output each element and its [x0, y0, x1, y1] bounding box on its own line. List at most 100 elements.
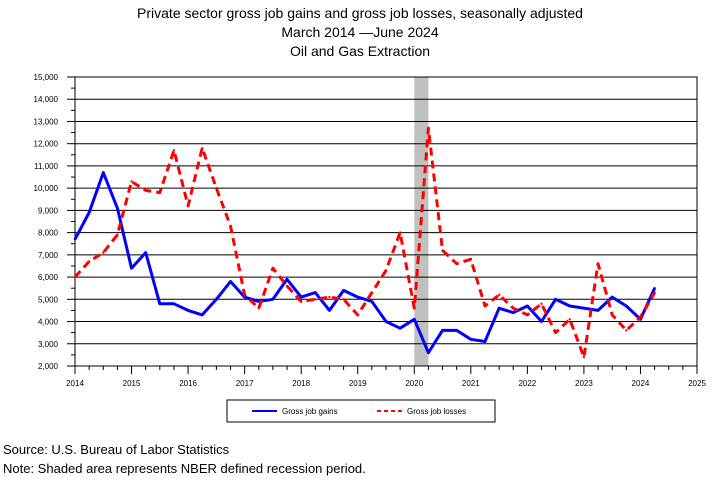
data-point-losses — [102, 251, 105, 254]
data-point-losses — [215, 186, 218, 190]
data-point-gains — [73, 238, 77, 241]
data-point-losses — [342, 298, 345, 301]
data-point-gains — [384, 320, 388, 323]
data-point-losses — [455, 262, 458, 265]
data-point-losses — [427, 126, 430, 130]
series-line-gains — [73, 171, 656, 355]
source-note: Source: U.S. Bureau of Labor Statistics — [3, 442, 230, 457]
y-tick-label: 13,000 — [34, 117, 59, 126]
x-tick-label: 2024 — [632, 379, 650, 388]
data-point-gains — [596, 309, 600, 312]
data-point-losses — [243, 293, 246, 297]
data-point-gains — [314, 291, 317, 294]
data-point-losses — [314, 298, 317, 301]
data-point-losses — [73, 275, 77, 279]
y-tick-label: 12,000 — [34, 140, 59, 149]
data-point-gains — [328, 309, 331, 312]
data-point-gains — [186, 309, 190, 312]
x-tick-label: 2015 — [123, 379, 141, 388]
data-point-gains — [342, 289, 345, 292]
x-tick-label: 2020 — [405, 379, 423, 388]
data-point-losses — [610, 313, 614, 317]
x-tick-label: 2022 — [518, 379, 536, 388]
data-point-gains — [441, 329, 444, 332]
y-tick-label: 15,000 — [34, 73, 59, 82]
data-point-losses — [201, 146, 204, 150]
y-tick-label: 8,000 — [38, 229, 59, 238]
y-tick-label: 9,000 — [38, 206, 59, 215]
y-tick-label: 6,000 — [38, 273, 59, 282]
data-point-losses — [158, 191, 162, 194]
line-chart: 2,000 3,000 4,000 5,000 6,000 7,000 8,000 9,000… — [34, 73, 706, 423]
data-point-gains — [653, 286, 656, 290]
data-point-losses — [526, 313, 529, 317]
data-point-gains — [87, 211, 91, 214]
data-point-losses — [413, 307, 416, 310]
data-point-losses — [229, 224, 232, 228]
data-point-gains — [427, 351, 430, 354]
chart-subtitle-industry: Oil and Gas Extraction — [289, 43, 431, 59]
data-point-losses — [257, 307, 260, 310]
data-point-gains — [356, 295, 359, 299]
data-point-gains — [512, 311, 515, 314]
data-point-gains — [540, 320, 543, 323]
data-point-losses — [582, 355, 586, 359]
data-point-losses — [540, 302, 543, 305]
legend-label-gains: Gross job gains — [282, 407, 338, 416]
data-point-gains — [625, 304, 628, 308]
data-point-gains — [285, 278, 289, 281]
data-point-losses — [497, 293, 501, 297]
data-point-losses — [596, 262, 600, 265]
data-point-gains — [102, 171, 105, 174]
data-point-gains — [201, 313, 204, 317]
data-point-losses — [130, 180, 133, 183]
data-point-gains — [469, 338, 473, 341]
x-tick-label: 2025 — [688, 379, 706, 388]
data-point-losses — [116, 233, 119, 237]
data-point-losses — [483, 304, 487, 308]
data-point-losses — [398, 231, 402, 234]
data-point-losses — [554, 331, 557, 334]
data-point-losses — [356, 313, 359, 317]
x-tick-label: 2014 — [66, 379, 84, 388]
data-point-losses — [625, 329, 628, 332]
legend-box — [226, 399, 496, 423]
y-tick-label: 3,000 — [38, 340, 59, 349]
data-point-gains — [172, 302, 176, 305]
data-point-losses — [441, 249, 444, 252]
data-point-gains — [130, 266, 133, 270]
data-point-losses — [299, 300, 303, 303]
x-tick-label: 2016 — [179, 379, 197, 388]
data-point-gains — [398, 327, 402, 330]
recession-note: Note: Shaded area represents NBER define… — [3, 461, 366, 476]
data-point-losses — [370, 291, 374, 294]
series-line-losses — [73, 126, 656, 359]
legend-label-losses: Gross job losses — [407, 407, 466, 416]
data-point-gains — [568, 304, 571, 308]
data-point-losses — [172, 149, 176, 152]
data-point-losses — [328, 295, 331, 299]
chart-title: Private sector gross job gains and gross… — [137, 5, 583, 21]
data-point-gains — [497, 307, 501, 310]
x-tick-label: 2018 — [292, 379, 310, 388]
data-point-losses — [639, 315, 642, 319]
data-point-gains — [116, 206, 119, 210]
y-tick-label: 14,000 — [34, 95, 59, 104]
data-point-gains — [370, 300, 374, 303]
data-point-losses — [285, 284, 289, 288]
x-tick-label: 2019 — [349, 379, 367, 388]
data-point-losses — [186, 204, 190, 208]
data-point-losses — [384, 269, 388, 272]
y-tick-label: 10,000 — [34, 184, 59, 193]
x-tick-label: 2021 — [462, 379, 480, 388]
data-point-gains — [158, 302, 162, 305]
data-point-gains — [455, 329, 458, 332]
y-tick-label: 2,000 — [38, 362, 59, 371]
data-point-gains — [483, 340, 487, 343]
y-tick-label: 11,000 — [34, 162, 58, 171]
x-tick-label: 2017 — [236, 379, 254, 388]
data-point-losses — [568, 318, 571, 321]
x-tick-label: 2023 — [575, 379, 593, 388]
data-point-losses — [87, 260, 91, 263]
